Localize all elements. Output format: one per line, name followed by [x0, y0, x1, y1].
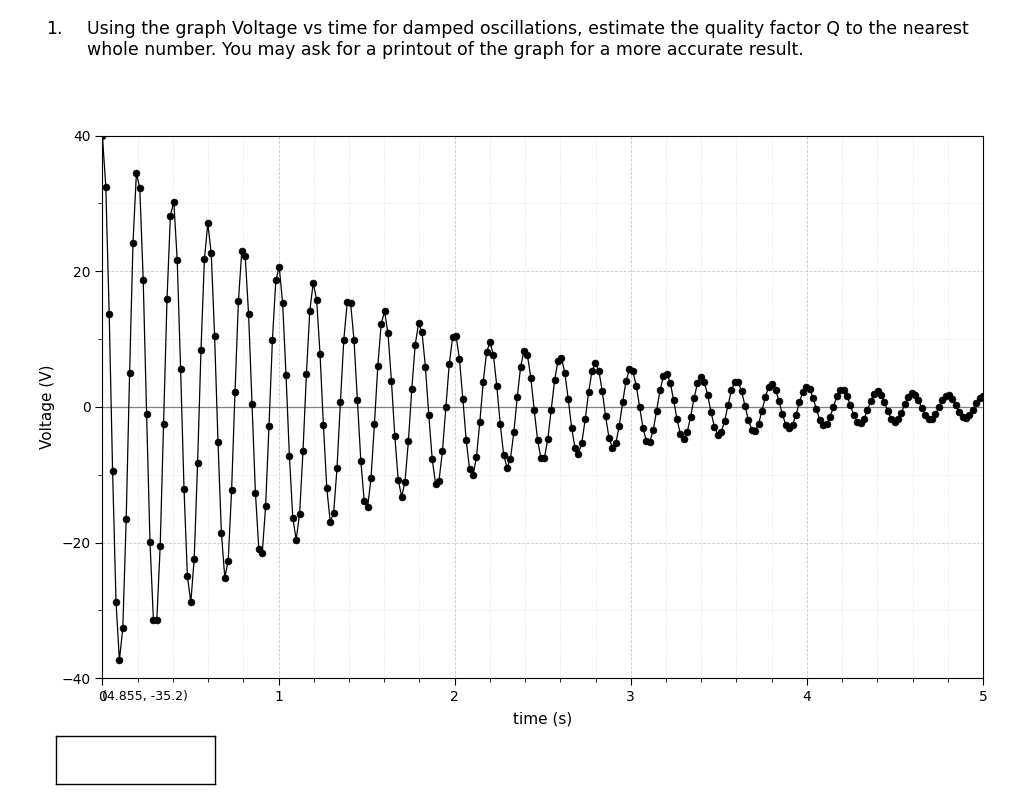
Text: 1.: 1.	[46, 20, 62, 38]
Text: (4.855, -35.2): (4.855, -35.2)	[102, 690, 188, 703]
Y-axis label: Voltage (V): Voltage (V)	[40, 365, 54, 449]
Text: Using the graph Voltage vs time for damped oscillations, estimate the quality fa: Using the graph Voltage vs time for damp…	[87, 20, 969, 59]
X-axis label: time (s): time (s)	[513, 711, 572, 726]
